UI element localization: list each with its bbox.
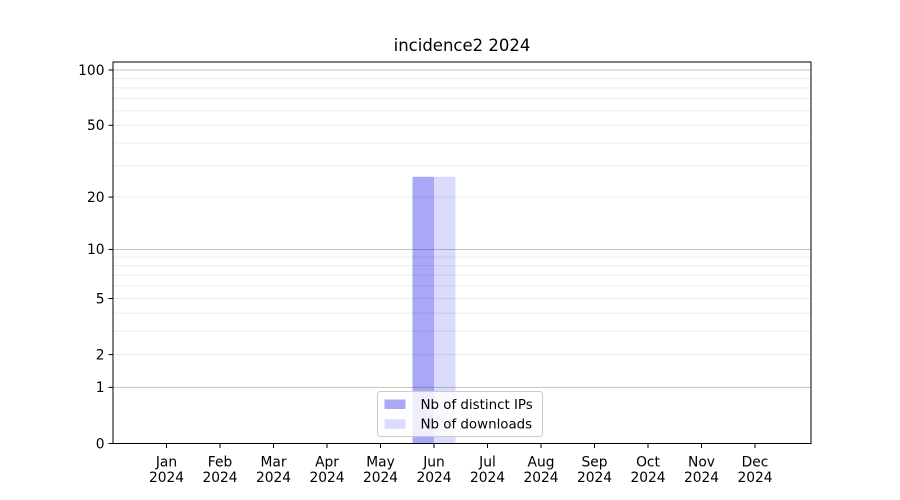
gridlines-layer bbox=[113, 69, 811, 388]
legend-layer: Nb of distinct IPs Nb of downloads bbox=[377, 391, 543, 437]
x-tick-label-year: 2024 bbox=[363, 470, 398, 486]
x-tick-label-year: 2024 bbox=[684, 470, 719, 486]
x-tick-label-year: 2024 bbox=[630, 470, 665, 486]
y-tick-label: 10 bbox=[87, 242, 105, 258]
x-tick-label-month: Aug bbox=[528, 455, 555, 471]
x-tick-label-year: 2024 bbox=[256, 470, 291, 486]
x-tick-label-month: Mar bbox=[260, 455, 286, 471]
y-tick-label: 5 bbox=[96, 291, 105, 307]
y-tick-label: 1 bbox=[96, 380, 105, 396]
y-tick-label: 20 bbox=[87, 190, 105, 206]
x-tick-label-year: 2024 bbox=[470, 470, 505, 486]
x-tick-label-year: 2024 bbox=[202, 470, 237, 486]
legend-swatch-distinct-ips bbox=[384, 399, 406, 409]
x-tick-label-month: Oct bbox=[636, 455, 660, 471]
x-tick-label-year: 2024 bbox=[149, 470, 184, 486]
x-tick-label-month: Nov bbox=[688, 455, 715, 471]
y-tick-label: 100 bbox=[78, 63, 104, 79]
legend-swatch-downloads bbox=[384, 419, 406, 429]
x-tick-label-year: 2024 bbox=[737, 470, 772, 486]
x-tick-label-month: Dec bbox=[742, 455, 769, 471]
y-tick-label: 50 bbox=[87, 118, 105, 134]
axes-layer: 0125102050100Jan2024Feb2024Mar2024Apr202… bbox=[78, 61, 812, 486]
x-tick-label-month: Sep bbox=[581, 455, 607, 471]
x-tick-label-month: Jun bbox=[422, 455, 445, 471]
x-tick-label-year: 2024 bbox=[523, 470, 558, 486]
x-tick-label-year: 2024 bbox=[416, 470, 451, 486]
bar-distinct-ips bbox=[412, 176, 434, 444]
legend-label-downloads: Nb of downloads bbox=[421, 418, 533, 433]
x-tick-label-month: Jul bbox=[478, 455, 496, 471]
x-tick-label-month: May bbox=[366, 455, 395, 471]
chart-title: incidence2 2024 bbox=[394, 36, 531, 55]
legend-label-distinct-ips: Nb of distinct IPs bbox=[421, 398, 533, 413]
y-tick-label: 0 bbox=[96, 436, 105, 452]
x-tick-label-month: Apr bbox=[315, 455, 339, 471]
y-tick-label: 2 bbox=[96, 347, 105, 363]
bar-downloads bbox=[434, 176, 456, 444]
x-tick-label-month: Jan bbox=[155, 455, 177, 471]
bars-layer bbox=[412, 176, 456, 444]
x-tick-label-year: 2024 bbox=[309, 470, 344, 486]
legend-box bbox=[377, 391, 543, 437]
x-tick-label-year: 2024 bbox=[577, 470, 612, 486]
axis-frame bbox=[112, 61, 812, 444]
x-tick-label-month: Feb bbox=[208, 455, 232, 471]
